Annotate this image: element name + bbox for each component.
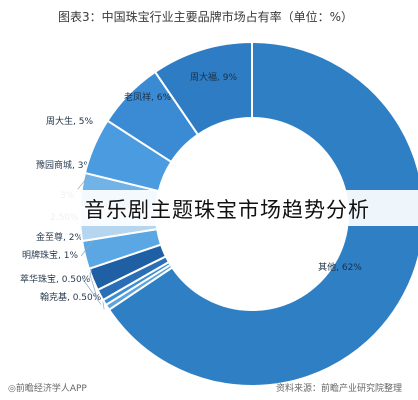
chart-title: 图表3：中国珠宝行业主要品牌市场占有率（单位：%） — [58, 10, 354, 24]
headline-text: 音乐剧主题珠宝市场趋势分析 — [84, 198, 370, 222]
slice-label: 金至尊, 2% — [36, 231, 83, 243]
donut-slice — [153, 40, 253, 137]
slice-label: 豫园商城, 3% — [36, 159, 92, 171]
footer-app-credit: ◎前瞻经济学人APP — [8, 384, 87, 394]
slice-label: 周大生, 5% — [46, 115, 93, 127]
slice-label: 萃华珠宝, 0.50% — [20, 273, 91, 285]
slice-label: 老凤祥, 6% — [124, 91, 171, 103]
slice-label: 翰克基, 0.50% — [40, 291, 102, 303]
footer-source: 资料来源：前瞻产业研究院整理 — [276, 384, 403, 394]
slice-label: 周大福, 9% — [190, 71, 237, 83]
leader-line — [81, 277, 102, 305]
headline-banner — [0, 190, 418, 226]
slice-label: 明牌珠宝, 1% — [22, 249, 78, 261]
slice-label: 其他, 62% — [318, 261, 362, 273]
